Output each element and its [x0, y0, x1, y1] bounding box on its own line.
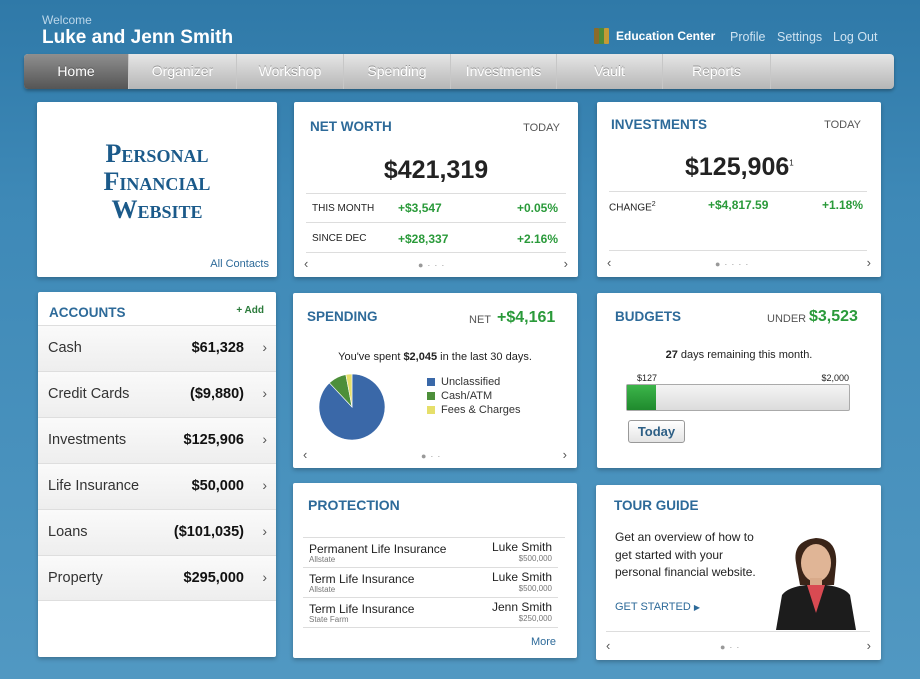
- budget-progress-fill: [627, 385, 656, 410]
- chevron-right-icon: ›: [262, 385, 267, 401]
- budgets-title: BUDGETS: [615, 309, 682, 324]
- education-center-link[interactable]: Education Center: [594, 28, 715, 44]
- net-worth-row-pct: +2.16%: [516, 232, 558, 246]
- investments-period: TODAY: [824, 119, 861, 131]
- account-row-property[interactable]: Property $295,000 ›: [38, 555, 276, 601]
- account-row-loans[interactable]: Loans ($101,035) ›: [38, 509, 276, 555]
- nav-spending[interactable]: Spending: [344, 54, 451, 89]
- account-row-credit-cards[interactable]: Credit Cards ($9,880) ›: [38, 371, 276, 417]
- account-row-life-insurance[interactable]: Life Insurance $50,000 ›: [38, 463, 276, 509]
- prev-arrow-icon[interactable]: ‹: [304, 256, 309, 271]
- logo-line-3: Website: [111, 195, 203, 224]
- chevron-right-icon: ›: [262, 523, 267, 539]
- protection-panel: PROTECTION Permanent Life Insurance Allst…: [293, 483, 577, 658]
- net-worth-period: TODAY: [523, 122, 560, 134]
- net-worth-title: NET WORTH: [310, 119, 392, 134]
- today-marker: Today: [628, 420, 685, 443]
- budgets-under-value: $3,523: [809, 308, 858, 325]
- chevron-right-icon: ›: [262, 339, 267, 355]
- nav-home[interactable]: Home: [24, 54, 129, 89]
- pager-dots[interactable]: ●··: [720, 642, 744, 652]
- main-nav: Home Organizer Workshop Spending Investm…: [24, 54, 894, 89]
- book-icon: [594, 28, 610, 44]
- next-arrow-icon[interactable]: ›: [563, 256, 568, 271]
- next-arrow-icon[interactable]: ›: [562, 447, 567, 462]
- chevron-right-icon: ›: [262, 477, 267, 493]
- spending-summary: You've spent $2,045 in the last 30 days.: [338, 351, 532, 363]
- tour-guide-title: TOUR GUIDE: [614, 498, 699, 513]
- legend-cash-atm: Cash/ATM: [427, 390, 492, 402]
- profile-link[interactable]: Profile: [730, 30, 766, 44]
- net-worth-value: $421,319: [383, 156, 489, 184]
- protection-title: PROTECTION: [308, 497, 400, 513]
- pager-dots[interactable]: ●····: [715, 259, 753, 269]
- accounts-panel: ACCOUNTS + Add Cash $61,328 › Credit Cards…: [38, 292, 276, 657]
- budget-progress-track: [626, 384, 850, 411]
- spending-pie-chart: [318, 373, 386, 441]
- spending-panel: SPENDING NET +$4,161 You've spent $2,045…: [293, 293, 577, 468]
- spending-net-value: +$4,161: [497, 309, 556, 326]
- spending-net-label: NET: [469, 314, 491, 326]
- investments-value: $125,9061: [685, 153, 794, 181]
- chevron-right-icon: ›: [262, 569, 267, 585]
- protection-more-link[interactable]: More: [530, 636, 556, 648]
- prev-arrow-icon[interactable]: ‹: [303, 447, 308, 462]
- budgets-under-label: UNDER: [767, 313, 807, 325]
- education-center-label: Education Center: [616, 29, 716, 43]
- net-worth-row-change: +$28,337: [398, 232, 449, 246]
- protection-row[interactable]: Term Life Insurance Allstate Luke Smith $50…: [303, 568, 558, 598]
- user-name: Luke and Jenn Smith: [42, 27, 234, 48]
- pie-slice-fees-charges: [345, 373, 353, 408]
- net-worth-row-change: +$3,547: [398, 201, 442, 215]
- budgets-days-remaining: 27 days remaining this month.: [665, 349, 813, 361]
- welcome-label: Welcome: [42, 13, 92, 27]
- next-arrow-icon[interactable]: ›: [866, 638, 871, 653]
- pager-dots[interactable]: ●··: [421, 451, 445, 461]
- spending-title: SPENDING: [307, 309, 378, 324]
- settings-link[interactable]: Settings: [777, 30, 823, 44]
- logo-line-1: Personal: [105, 139, 209, 168]
- add-account-button[interactable]: + Add: [236, 305, 264, 316]
- net-worth-row-label: THIS MONTH: [312, 203, 375, 214]
- investments-pct: +1.18%: [821, 198, 863, 212]
- legend-fees-charges: Fees & Charges: [427, 404, 520, 416]
- protection-row[interactable]: Permanent Life Insurance Allstate Luke Smi…: [303, 538, 558, 568]
- chevron-right-icon: ›: [262, 431, 267, 447]
- nav-vault[interactable]: Vault: [557, 54, 663, 89]
- tour-guide-text: Get an overview of how to get started wi…: [615, 530, 756, 579]
- logo-panel: Personal Financial Website All Contacts: [37, 102, 277, 277]
- logout-link[interactable]: Log Out: [833, 30, 878, 44]
- play-icon: ▶: [693, 603, 701, 612]
- investments-panel: INVESTMENTS TODAY $125,9061 CHANGE2 +$4,…: [597, 102, 881, 277]
- account-row-cash[interactable]: Cash $61,328 ›: [38, 325, 276, 371]
- tour-guide-presenter-image: [776, 538, 856, 630]
- accounts-title: ACCOUNTS: [49, 305, 126, 320]
- next-arrow-icon[interactable]: ›: [866, 255, 871, 270]
- nav-workshop[interactable]: Workshop: [237, 54, 344, 89]
- investments-change: +$4,817.59: [708, 198, 769, 212]
- nav-reports[interactable]: Reports: [663, 54, 771, 89]
- net-worth-panel: NET WORTH TODAY $421,319 THIS MONTH +$3,…: [294, 102, 578, 277]
- net-worth-row-pct: +0.05%: [516, 201, 558, 215]
- budgets-total: $2,000: [821, 373, 849, 383]
- account-row-investments[interactable]: Investments $125,906 ›: [38, 417, 276, 463]
- logo-line-2: Financial: [103, 167, 211, 196]
- budgets-panel: BUDGETS UNDER $3,523 27 days remaining t…: [597, 293, 881, 468]
- net-worth-row-label: SINCE DEC: [312, 233, 367, 244]
- legend-unclassified: Unclassified: [427, 376, 500, 388]
- investments-change-label: CHANGE2: [609, 201, 656, 214]
- investments-title: INVESTMENTS: [611, 117, 708, 132]
- tour-guide-panel: TOUR GUIDE Get an overview of how to get…: [596, 485, 881, 660]
- prev-arrow-icon[interactable]: ‹: [606, 638, 611, 653]
- pager-dots[interactable]: ●···: [418, 260, 449, 270]
- all-contacts-link[interactable]: All Contacts: [210, 258, 269, 270]
- budgets-spent: $127: [637, 373, 658, 383]
- nav-investments[interactable]: Investments: [451, 54, 557, 89]
- get-started-link[interactable]: GET STARTED ▶: [615, 601, 701, 613]
- prev-arrow-icon[interactable]: ‹: [607, 255, 612, 270]
- protection-row[interactable]: Term Life Insurance State Farm Jenn Smith $…: [303, 598, 558, 628]
- nav-organizer[interactable]: Organizer: [129, 54, 237, 89]
